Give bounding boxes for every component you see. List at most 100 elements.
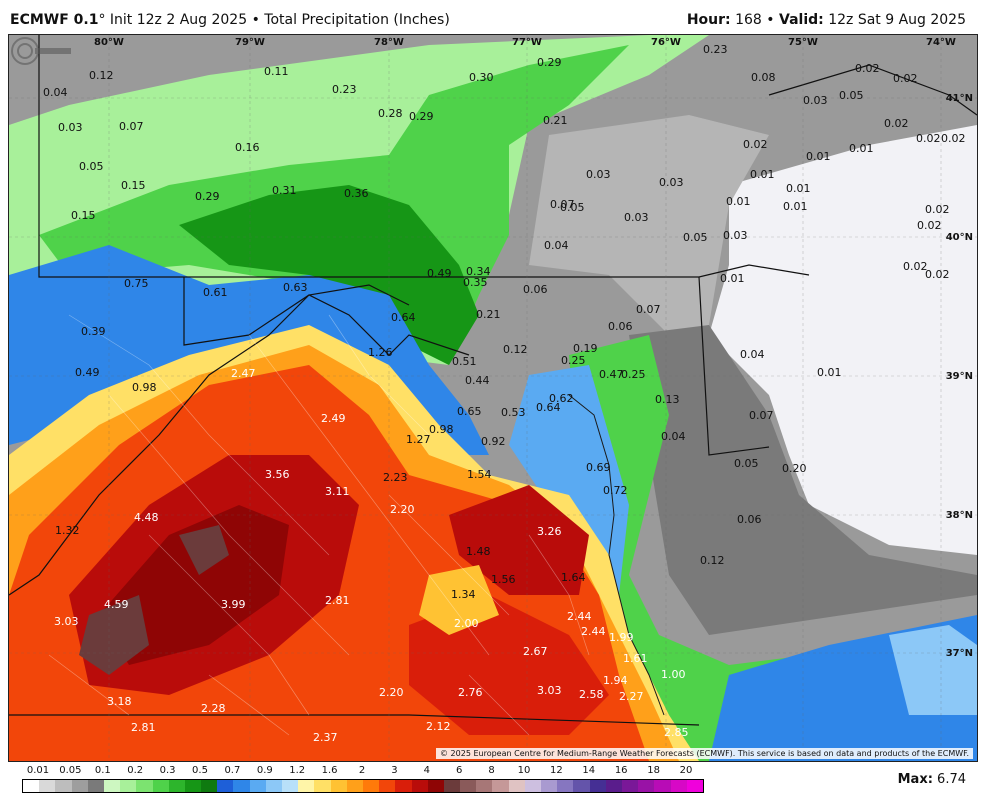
precip-value: 0.02 xyxy=(903,260,928,273)
legend-tick: 0.9 xyxy=(256,765,273,776)
precip-value: 0.03 xyxy=(803,94,828,107)
latitude-label: 41°N xyxy=(946,93,973,104)
state-borders xyxy=(9,35,977,726)
precip-value: 0.12 xyxy=(503,343,528,356)
precip-value: 1.56 xyxy=(491,573,516,586)
legend-tick: 0.1 xyxy=(94,765,111,776)
legend-swatch xyxy=(152,780,169,792)
precip-value: 0.02 xyxy=(855,62,880,75)
legend-swatch xyxy=(508,780,525,792)
longitude-label: 76°W xyxy=(651,37,681,48)
legend-tick: 1.6 xyxy=(321,765,338,776)
legend-tick: 0.3 xyxy=(159,765,176,776)
legend-swatch xyxy=(217,780,234,792)
legend-tick: 0.2 xyxy=(127,765,144,776)
precip-value: 2.85 xyxy=(664,726,689,739)
legend-swatch xyxy=(346,780,363,792)
precip-value: 2.44 xyxy=(567,610,592,623)
precip-value: 0.35 xyxy=(463,276,488,289)
precip-value: 0.64 xyxy=(391,311,416,324)
precip-value: 4.59 xyxy=(104,598,129,611)
legend-swatch xyxy=(103,780,121,792)
dry-area xyxy=(709,125,977,555)
precip-value: 3.11 xyxy=(325,485,350,498)
precip-value: 1.64 xyxy=(561,571,586,584)
product-name: Total Precipitation (Inches) xyxy=(264,12,450,28)
longitude-label: 75°W xyxy=(788,37,818,48)
precip-value: 2.58 xyxy=(579,688,604,701)
precip-value: 2.81 xyxy=(131,721,156,734)
precip-value: 1.26 xyxy=(368,346,393,359)
precip-value: 0.07 xyxy=(550,198,575,211)
latitude-label: 39°N xyxy=(946,371,973,382)
forecast-time: Hour: 168 • Valid: 12z Sat 9 Aug 2025 xyxy=(687,12,966,28)
legend-swatch xyxy=(589,780,606,792)
ecmwf-credit: © 2025 European Centre for Medium-Range … xyxy=(436,748,973,759)
precip-value: 0.05 xyxy=(839,89,864,102)
precip-value: 0.01 xyxy=(720,272,745,285)
max-number: 6.74 xyxy=(937,772,966,787)
legend-swatch xyxy=(233,780,250,792)
legend-swatch xyxy=(654,780,671,792)
dark-green-area xyxy=(179,185,479,365)
precip-value: 0.11 xyxy=(264,65,289,78)
legend-swatch xyxy=(670,780,687,792)
latitude-label: 40°N xyxy=(946,232,973,243)
precip-value: 0.01 xyxy=(817,366,842,379)
precip-value: 0.36 xyxy=(344,187,369,200)
precip-value: 1.99 xyxy=(609,631,634,644)
precip-value: 2.12 xyxy=(426,720,451,733)
map-title: ECMWF 0.1° Init 12z 2 Aug 2025 • Total P… xyxy=(10,12,450,28)
legend-tick: 6 xyxy=(456,765,463,776)
init-time: Init 12z 2 Aug 2025 xyxy=(109,12,248,28)
weatherbell-logo xyxy=(11,37,71,65)
legend-tick: 10 xyxy=(517,765,531,776)
precip-value: 0.12 xyxy=(700,554,725,567)
precip-value: 0.63 xyxy=(283,281,308,294)
precip-value: 2.47 xyxy=(231,367,256,380)
precip-value: 0.29 xyxy=(537,56,562,69)
legend-swatch xyxy=(460,780,477,792)
precip-value: 0.64 xyxy=(536,401,561,414)
precip-value: 0.07 xyxy=(749,409,774,422)
longitude-label: 79°W xyxy=(235,37,265,48)
legend-swatch xyxy=(621,780,639,792)
precip-value: 2.81 xyxy=(325,594,350,607)
precip-value: 0.01 xyxy=(750,168,775,181)
precip-value: 0.02 xyxy=(884,117,909,130)
legend-tick: 4 xyxy=(423,765,430,776)
precip-value: 0.06 xyxy=(608,320,633,333)
legend-tick: 0.01 xyxy=(26,765,50,776)
legend-swatch xyxy=(411,780,428,792)
precip-value: 0.01 xyxy=(806,150,831,163)
precip-value: 0.49 xyxy=(427,267,452,280)
precip-value: 0.69 xyxy=(586,461,611,474)
precip-value: 0.30 xyxy=(469,71,494,84)
darkest-red-area xyxy=(99,505,289,665)
precip-value: 0.16 xyxy=(235,141,260,154)
precip-value: 0.08 xyxy=(751,71,776,84)
legend-tick: 12 xyxy=(550,765,563,776)
precip-map[interactable]: 80°W 79°W 78°W 77°W 76°W 75°W 74°W 41°N 40°N 39°… xyxy=(8,34,978,762)
precip-value: 0.29 xyxy=(409,110,434,123)
legend-swatch xyxy=(55,780,72,792)
legend-tick: 0.05 xyxy=(59,765,82,776)
precip-value: 3.56 xyxy=(265,468,290,481)
legend-tick: 0.7 xyxy=(224,765,241,776)
legend-swatch xyxy=(686,780,703,792)
hour-label: Hour: xyxy=(686,12,731,28)
legend-swatch xyxy=(298,780,315,792)
precip-value: 0.02 xyxy=(925,203,950,216)
precip-value: 0.04 xyxy=(661,430,686,443)
precip-value: 0.92 xyxy=(481,435,506,448)
precip-value: 1.32 xyxy=(55,524,80,537)
precip-value: 2.67 xyxy=(523,645,548,658)
precip-value: 0.21 xyxy=(543,114,568,127)
precip-value: 0.61 xyxy=(203,286,228,299)
precip-value: 1.94 xyxy=(603,674,628,687)
precip-value: 0.03 xyxy=(659,176,684,189)
legend-tick: 8 xyxy=(488,765,495,776)
legend-swatch xyxy=(249,780,266,792)
precip-value: 0.29 xyxy=(195,190,220,203)
legend-swatch xyxy=(87,780,104,792)
